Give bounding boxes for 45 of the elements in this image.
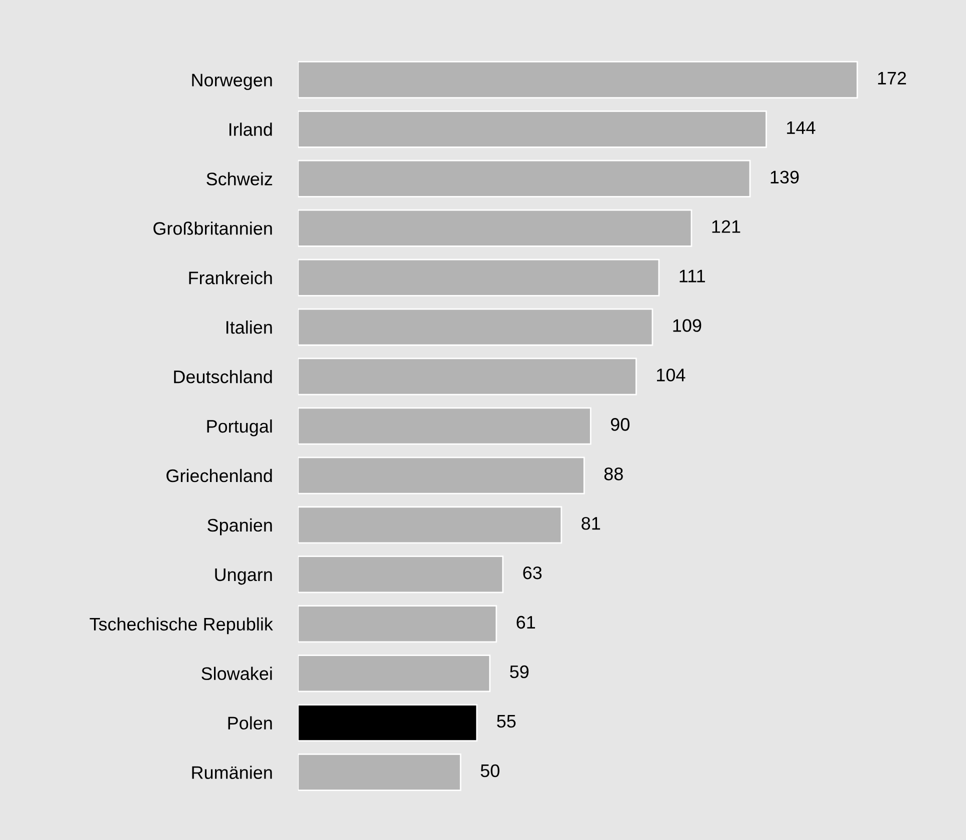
- data-label: 104: [657, 368, 686, 382]
- y-tick-label: Griechenland: [166, 468, 272, 482]
- data-label: 121: [712, 220, 740, 233]
- data-label: 139: [770, 170, 799, 184]
- bar: [298, 358, 637, 396]
- data-label: 81: [582, 516, 600, 530]
- y-tick-label: Tschechische Republik: [90, 617, 274, 634]
- bar: [298, 308, 654, 346]
- y-tick-label: Großbritannien: [153, 222, 272, 235]
- data-label: 111: [680, 270, 705, 282]
- data-label: 59: [510, 665, 529, 678]
- bar: [298, 654, 491, 692]
- y-tick-label: Ungarn: [215, 568, 272, 585]
- y-tick-label: Schweiz: [206, 172, 272, 186]
- y-tick-label: Irland: [230, 122, 272, 136]
- bar: [298, 506, 562, 544]
- y-tick-label: Deutschland: [174, 370, 272, 384]
- data-label: 61: [516, 616, 535, 629]
- bar: [298, 754, 462, 792]
- bar: [298, 160, 751, 198]
- y-tick-label: Slowakei: [202, 666, 272, 680]
- y-tick-label: Frankreich: [189, 271, 272, 284]
- data-label: 88: [604, 468, 623, 480]
- bar: [298, 556, 504, 594]
- data-label: 144: [787, 121, 816, 134]
- bar: [298, 407, 592, 445]
- y-tick-label: Portugal: [207, 419, 272, 436]
- bar: [298, 605, 498, 643]
- y-tick-label: Spanien: [208, 518, 272, 536]
- data-label: 90: [610, 418, 630, 431]
- bar: [298, 60, 858, 98]
- bar: [298, 110, 767, 148]
- data-label: 109: [673, 319, 702, 332]
- bar: [298, 258, 660, 296]
- bar: [298, 209, 692, 247]
- bar: [298, 456, 585, 494]
- data-label: 172: [878, 72, 906, 84]
- y-tick-label: Italien: [226, 320, 272, 334]
- y-tick-label: Norwegen: [192, 74, 272, 90]
- y-tick-label: Rumänien: [192, 766, 272, 779]
- y-tick-label: Polen: [228, 716, 272, 730]
- data-label: 55: [497, 715, 516, 728]
- data-label: 63: [523, 566, 542, 580]
- bar: [298, 704, 478, 742]
- data-label: 50: [480, 764, 500, 778]
